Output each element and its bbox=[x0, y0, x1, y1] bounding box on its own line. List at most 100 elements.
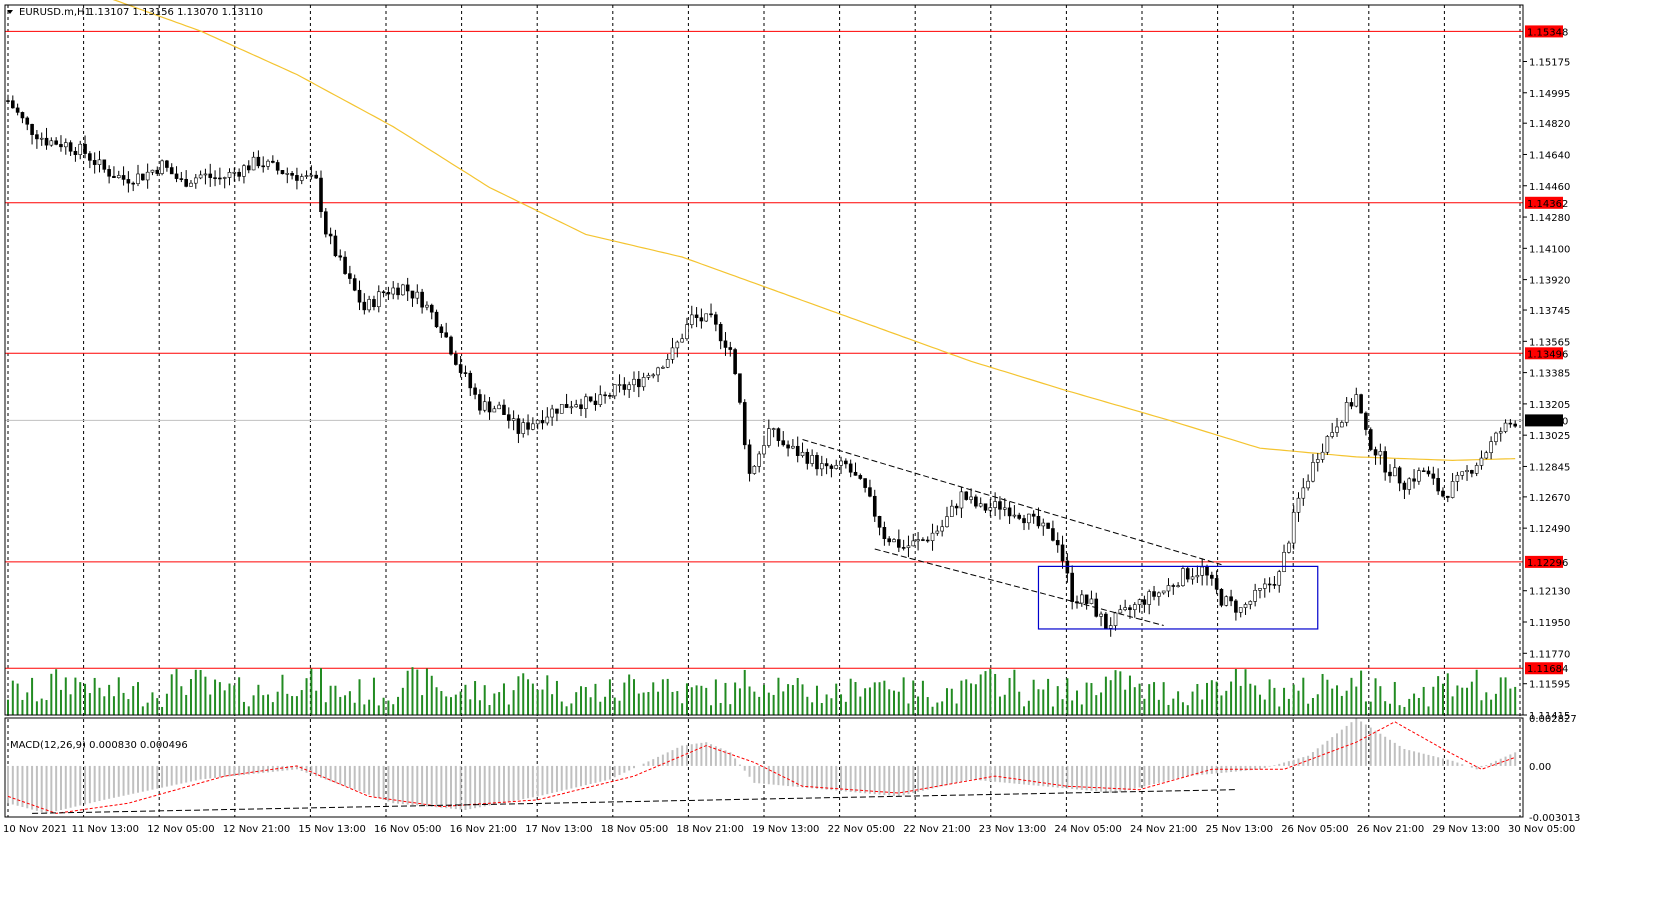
macd-y-tick-label: 0.002827 bbox=[1529, 714, 1577, 725]
candle-body bbox=[1479, 457, 1484, 466]
macd-signal-line bbox=[7, 721, 1516, 814]
candle-body bbox=[169, 167, 174, 175]
candle-body bbox=[1238, 607, 1243, 613]
level-label-bg bbox=[1525, 347, 1563, 360]
candle-body bbox=[251, 156, 256, 171]
candle-body bbox=[1335, 426, 1339, 433]
candle-body bbox=[49, 140, 54, 146]
candle-body bbox=[718, 324, 723, 342]
x-tick-label: 16 Nov 05:00 bbox=[374, 824, 441, 835]
candle-body bbox=[728, 347, 733, 350]
candle-body bbox=[699, 317, 704, 322]
dropdown-arrow-icon[interactable] bbox=[7, 10, 13, 14]
y-tick-label: 1.13745 bbox=[1529, 306, 1570, 317]
candle-body bbox=[964, 491, 969, 500]
candle-body bbox=[1041, 522, 1046, 527]
candle-body bbox=[193, 177, 198, 184]
candle-body bbox=[1470, 470, 1474, 474]
candle-body bbox=[1267, 583, 1272, 586]
candle-body bbox=[1368, 429, 1373, 450]
moving-average bbox=[112, 0, 1516, 462]
candle-body bbox=[1185, 568, 1190, 580]
y-tick-label: 1.13565 bbox=[1529, 337, 1570, 348]
candle-body bbox=[1099, 613, 1103, 617]
macd-y-tick-label: 0.00 bbox=[1529, 762, 1551, 773]
x-tick-label: 12 Nov 05:00 bbox=[147, 824, 214, 835]
candle-body bbox=[940, 526, 944, 532]
x-tick-label: 22 Nov 21:00 bbox=[903, 824, 970, 835]
candle-body bbox=[1243, 604, 1248, 608]
candle-body bbox=[429, 304, 434, 313]
candle-body bbox=[68, 142, 73, 152]
candle-body bbox=[689, 314, 694, 325]
candle-body bbox=[381, 291, 386, 294]
candle-body bbox=[367, 299, 371, 311]
candle-body bbox=[839, 460, 843, 466]
candle-body bbox=[1359, 394, 1363, 414]
candle-body bbox=[704, 313, 709, 322]
candle-body bbox=[685, 324, 689, 340]
candle-body bbox=[834, 465, 839, 469]
candle-body bbox=[184, 178, 188, 187]
x-tick-label: 25 Nov 13:00 bbox=[1206, 824, 1273, 835]
candle-body bbox=[1157, 592, 1161, 597]
candle-body bbox=[376, 291, 381, 308]
candle-body bbox=[328, 233, 333, 237]
x-tick-label: 24 Nov 21:00 bbox=[1130, 824, 1197, 835]
candle-body bbox=[1007, 507, 1012, 517]
candle-body bbox=[1253, 590, 1257, 602]
candle-body bbox=[1229, 596, 1233, 602]
candle-body bbox=[1402, 482, 1407, 490]
candle-body bbox=[1465, 470, 1469, 473]
candle-body bbox=[63, 142, 68, 148]
volume-bars bbox=[7, 667, 1517, 715]
x-tick-label: 10 Nov 2021 bbox=[3, 824, 67, 835]
candle-body bbox=[30, 123, 34, 135]
candle-body bbox=[439, 326, 444, 334]
candle-body bbox=[1181, 568, 1185, 586]
y-tick-label: 1.13205 bbox=[1529, 400, 1570, 411]
level-label: 1.12296 bbox=[1527, 558, 1568, 569]
candle-body bbox=[983, 503, 988, 511]
candle-body bbox=[454, 353, 458, 365]
candle-body bbox=[733, 349, 737, 375]
candle-body bbox=[1344, 402, 1349, 423]
candle-body bbox=[1190, 576, 1195, 580]
y-tick-label: 1.15175 bbox=[1529, 57, 1570, 68]
candle-body bbox=[723, 340, 728, 348]
x-tick-label: 26 Nov 05:00 bbox=[1281, 824, 1348, 835]
level-label: 1.14362 bbox=[1527, 199, 1568, 210]
candle-body bbox=[1489, 441, 1493, 454]
candle-body bbox=[492, 408, 497, 413]
candle-body bbox=[35, 134, 39, 140]
candle-body bbox=[1012, 514, 1017, 517]
candle-body bbox=[1311, 462, 1315, 482]
candle-body bbox=[1315, 459, 1320, 463]
candle-body bbox=[853, 471, 858, 476]
candle-body bbox=[526, 422, 530, 430]
y-tick-label: 1.14640 bbox=[1529, 150, 1570, 161]
candle-body bbox=[415, 291, 420, 299]
candle-body bbox=[1200, 566, 1204, 576]
candle-body bbox=[824, 463, 829, 467]
candle-body bbox=[463, 372, 468, 374]
level-label-bg bbox=[1525, 662, 1563, 675]
candle-body bbox=[343, 256, 347, 274]
candle-body bbox=[906, 545, 911, 548]
candle-body bbox=[632, 378, 636, 386]
candle-body bbox=[434, 311, 439, 328]
candle-body bbox=[444, 332, 448, 338]
candle-body bbox=[954, 505, 959, 509]
candle-body bbox=[1503, 422, 1508, 432]
candle-body bbox=[1383, 451, 1387, 473]
candle-body bbox=[1287, 542, 1291, 553]
candle-body bbox=[897, 539, 901, 548]
candle-body bbox=[511, 418, 516, 421]
candle-body bbox=[569, 406, 574, 409]
candle-body bbox=[516, 418, 521, 434]
candle-body bbox=[863, 478, 867, 488]
candle-body bbox=[1431, 473, 1436, 479]
candle-body bbox=[805, 451, 810, 464]
candle-body bbox=[218, 177, 222, 180]
candle-body bbox=[978, 503, 983, 507]
